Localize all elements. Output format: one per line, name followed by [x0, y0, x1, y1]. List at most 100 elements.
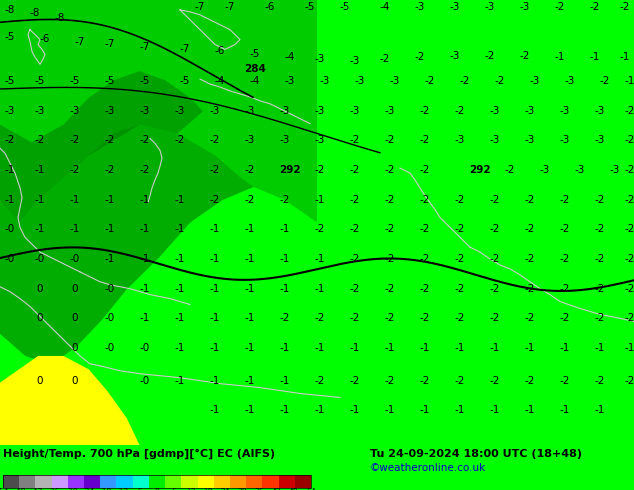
Polygon shape — [0, 0, 254, 365]
Text: -2: -2 — [210, 135, 220, 146]
Text: -6: -6 — [215, 47, 225, 56]
Text: -5: -5 — [305, 2, 315, 12]
Text: -2: -2 — [425, 76, 435, 86]
Polygon shape — [0, 356, 139, 445]
Text: -3: -3 — [350, 56, 360, 66]
Text: -1: -1 — [280, 343, 290, 353]
Text: -1: -1 — [595, 343, 605, 353]
Text: -2: -2 — [625, 284, 634, 294]
Text: Height/Temp. 700 hPa [gdmp][°C] EC (AIFS): Height/Temp. 700 hPa [gdmp][°C] EC (AIFS… — [3, 449, 275, 459]
Text: 0: 0 — [72, 314, 78, 323]
Text: -2: -2 — [70, 165, 80, 175]
Text: -2: -2 — [595, 314, 605, 323]
Text: -2: -2 — [280, 195, 290, 205]
Text: -7: -7 — [195, 2, 205, 12]
Text: -7: -7 — [180, 45, 190, 54]
Text: -2: -2 — [385, 314, 395, 323]
Text: -2: -2 — [525, 314, 535, 323]
Text: -1: -1 — [35, 195, 45, 205]
Bar — [246, 475, 262, 488]
Text: -1: -1 — [35, 165, 45, 175]
Text: -2: -2 — [280, 314, 290, 323]
Text: -2: -2 — [385, 135, 395, 146]
Text: -6: -6 — [265, 2, 275, 12]
Text: -2: -2 — [315, 224, 325, 234]
Text: -2: -2 — [350, 195, 360, 205]
Text: -2: -2 — [350, 314, 360, 323]
Text: -3: -3 — [560, 106, 570, 116]
Text: -6: -6 — [136, 489, 144, 490]
Text: -2: -2 — [175, 135, 185, 146]
Text: -2: -2 — [560, 376, 570, 386]
Text: -3: -3 — [595, 106, 605, 116]
Text: -3: -3 — [245, 135, 256, 146]
Text: -3: -3 — [415, 2, 425, 12]
Text: -2: -2 — [520, 51, 530, 61]
Text: -3: -3 — [455, 135, 465, 146]
Text: -4: -4 — [285, 52, 295, 62]
Text: -2: -2 — [625, 314, 634, 323]
Text: -4: -4 — [215, 76, 225, 86]
Text: -1: -1 — [315, 284, 325, 294]
Bar — [262, 475, 278, 488]
Bar — [51, 475, 68, 488]
Text: -3: -3 — [490, 106, 500, 116]
Text: -3: -3 — [70, 106, 80, 116]
Text: -1: -1 — [245, 254, 256, 264]
Text: -7: -7 — [140, 43, 150, 52]
Text: -1: -1 — [210, 284, 220, 294]
Text: -2: -2 — [385, 224, 395, 234]
Text: -1: -1 — [140, 314, 150, 323]
Text: -3: -3 — [350, 106, 360, 116]
Text: 0: 0 — [37, 284, 43, 294]
Text: Tu 24-09-2024 18:00 UTC (18+48): Tu 24-09-2024 18:00 UTC (18+48) — [370, 449, 582, 459]
Text: -2: -2 — [505, 165, 515, 175]
Text: 36: 36 — [255, 489, 264, 490]
Text: -1: -1 — [245, 314, 256, 323]
Text: -2: -2 — [385, 284, 395, 294]
Text: -1: -1 — [280, 405, 290, 416]
Text: -5: -5 — [250, 49, 260, 59]
Text: -2: -2 — [525, 376, 535, 386]
Text: 292: 292 — [279, 165, 301, 175]
Text: -1: -1 — [525, 343, 535, 353]
Text: -2: -2 — [385, 254, 395, 264]
Text: -2: -2 — [595, 376, 605, 386]
Text: -2: -2 — [525, 254, 535, 264]
Text: -2: -2 — [595, 195, 605, 205]
Text: -2: -2 — [420, 284, 430, 294]
Text: -30: -30 — [65, 489, 78, 490]
Text: -3: -3 — [245, 106, 256, 116]
Text: -2: -2 — [490, 254, 500, 264]
Bar — [165, 475, 181, 488]
Text: -2: -2 — [70, 135, 80, 146]
Text: -1: -1 — [245, 405, 256, 416]
Bar — [278, 475, 295, 488]
Text: -2: -2 — [625, 135, 634, 146]
Text: -8: -8 — [5, 5, 15, 15]
Text: -1: -1 — [385, 343, 395, 353]
Text: -2: -2 — [385, 165, 395, 175]
Text: -2: -2 — [625, 106, 634, 116]
Text: -2: -2 — [455, 284, 465, 294]
Text: -2: -2 — [420, 254, 430, 264]
Text: -1: -1 — [5, 195, 15, 205]
Text: -1: -1 — [175, 254, 185, 264]
Text: -1: -1 — [35, 224, 45, 234]
Text: -2: -2 — [555, 2, 565, 12]
Text: 0: 0 — [37, 314, 43, 323]
Bar — [198, 475, 214, 488]
Bar — [68, 475, 84, 488]
Text: -1: -1 — [560, 405, 570, 416]
Text: -2: -2 — [625, 165, 634, 175]
Text: -3: -3 — [5, 106, 15, 116]
Text: -54: -54 — [0, 489, 10, 490]
Text: -2: -2 — [35, 135, 45, 146]
Bar — [117, 475, 133, 488]
Text: 24: 24 — [221, 489, 230, 490]
Text: -2: -2 — [525, 224, 535, 234]
Text: -2: -2 — [595, 254, 605, 264]
Text: -6: -6 — [40, 33, 50, 44]
Text: -1: -1 — [175, 343, 185, 353]
Text: -1: -1 — [140, 284, 150, 294]
